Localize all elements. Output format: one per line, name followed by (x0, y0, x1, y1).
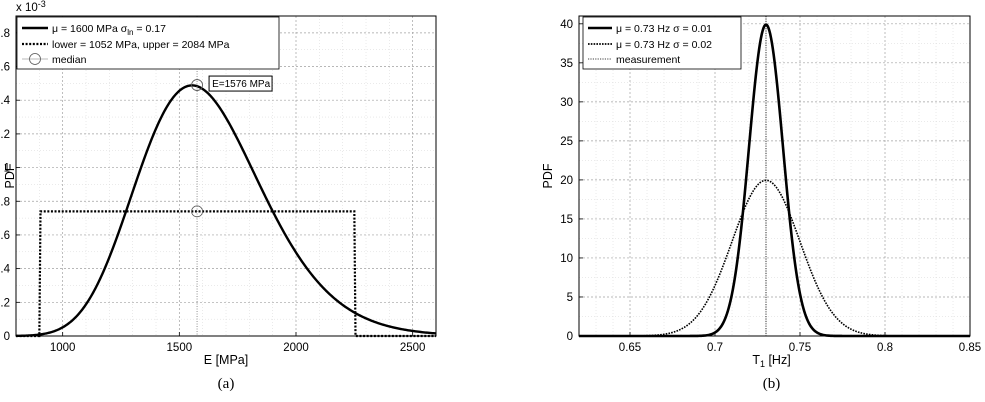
legend-label-median: median (52, 54, 87, 66)
y-tick-label: 1.6 (0, 62, 10, 74)
legend-label-tail: = 0.17 (134, 23, 167, 35)
panel-a-chart: 100015002000250000.20.40.60.811.21.41.61… (0, 0, 436, 392)
x-axis-label-tail: [Hz] (765, 353, 791, 367)
x-tick-label: 0.75 (789, 342, 811, 354)
x-tick-label: 0.8 (877, 342, 893, 354)
y-axis-label: PDF (541, 163, 555, 188)
y-exponent-label: x 10-3 (16, 0, 46, 14)
x-tick-label: 0.85 (959, 342, 981, 354)
y-tick-label: 35 (560, 58, 573, 70)
y-tick-label: 0.4 (0, 264, 11, 276)
legend-label-narrow: μ = 0.73 Hz σ = 0.01 (616, 23, 712, 35)
caption-a: (a) (218, 376, 235, 392)
x-tick-label: 1500 (167, 342, 193, 354)
panel-b-chart: 0.65 0.7 0.75 0.8 0.85 0 5 10 15 20 25 30 35 40 μ = 0.… (541, 16, 981, 392)
x-tick-label: 0.7 (707, 342, 723, 354)
x-tick-label: 1000 (50, 342, 76, 354)
caption-b: (b) (763, 376, 781, 392)
legend-label-wide: μ = 0.73 Hz σ = 0.02 (616, 39, 712, 51)
x-axis-label: E [MPa] (204, 353, 248, 367)
legend: μ = 1600 MPa σln = 0.17 lower = 1052 MPa,… (17, 17, 279, 69)
legend-label-measurement: measurement (616, 54, 680, 66)
x-axis-label: T1 [Hz] (752, 353, 790, 369)
y-tick-label: 20 (560, 175, 573, 187)
legend: μ = 0.73 Hz σ = 0.01 μ = 0.73 Hz σ = 0.02… (583, 17, 741, 69)
y-tick-label: 0.8 (0, 196, 10, 208)
median-annotation-text: E=1576 MPa (212, 79, 271, 90)
y-tick-label: 15 (560, 214, 573, 226)
legend-label-lognormal: μ = 1600 MPa σln = 0.17 (52, 23, 166, 37)
y-tick-label: 0.6 (0, 230, 10, 242)
legend-label-uniform: lower = 1052 MPa, upper = 2084 MPa (52, 39, 230, 51)
y-exponent-power: -3 (38, 0, 46, 9)
y-tick-label: 1.4 (0, 95, 11, 107)
y-tick-label: 25 (560, 136, 573, 148)
x-tick-label: 2000 (283, 342, 309, 354)
y-axis-label: PDF (3, 163, 17, 188)
y-tick-label: 0.2 (0, 297, 10, 309)
y-tick-label: 0 (567, 331, 573, 343)
y-tick-label: 0 (4, 331, 10, 343)
y-tick-label: 10 (560, 253, 573, 265)
y-tick-label: 1.2 (0, 129, 10, 141)
y-tick-label: 5 (567, 292, 573, 304)
y-tick-label: 30 (560, 97, 573, 109)
y-tick-label: 1.8 (0, 28, 10, 40)
x-tick-label: 0.65 (619, 342, 641, 354)
x-tick-label: 2500 (400, 342, 426, 354)
y-tick-label: 40 (560, 19, 573, 31)
